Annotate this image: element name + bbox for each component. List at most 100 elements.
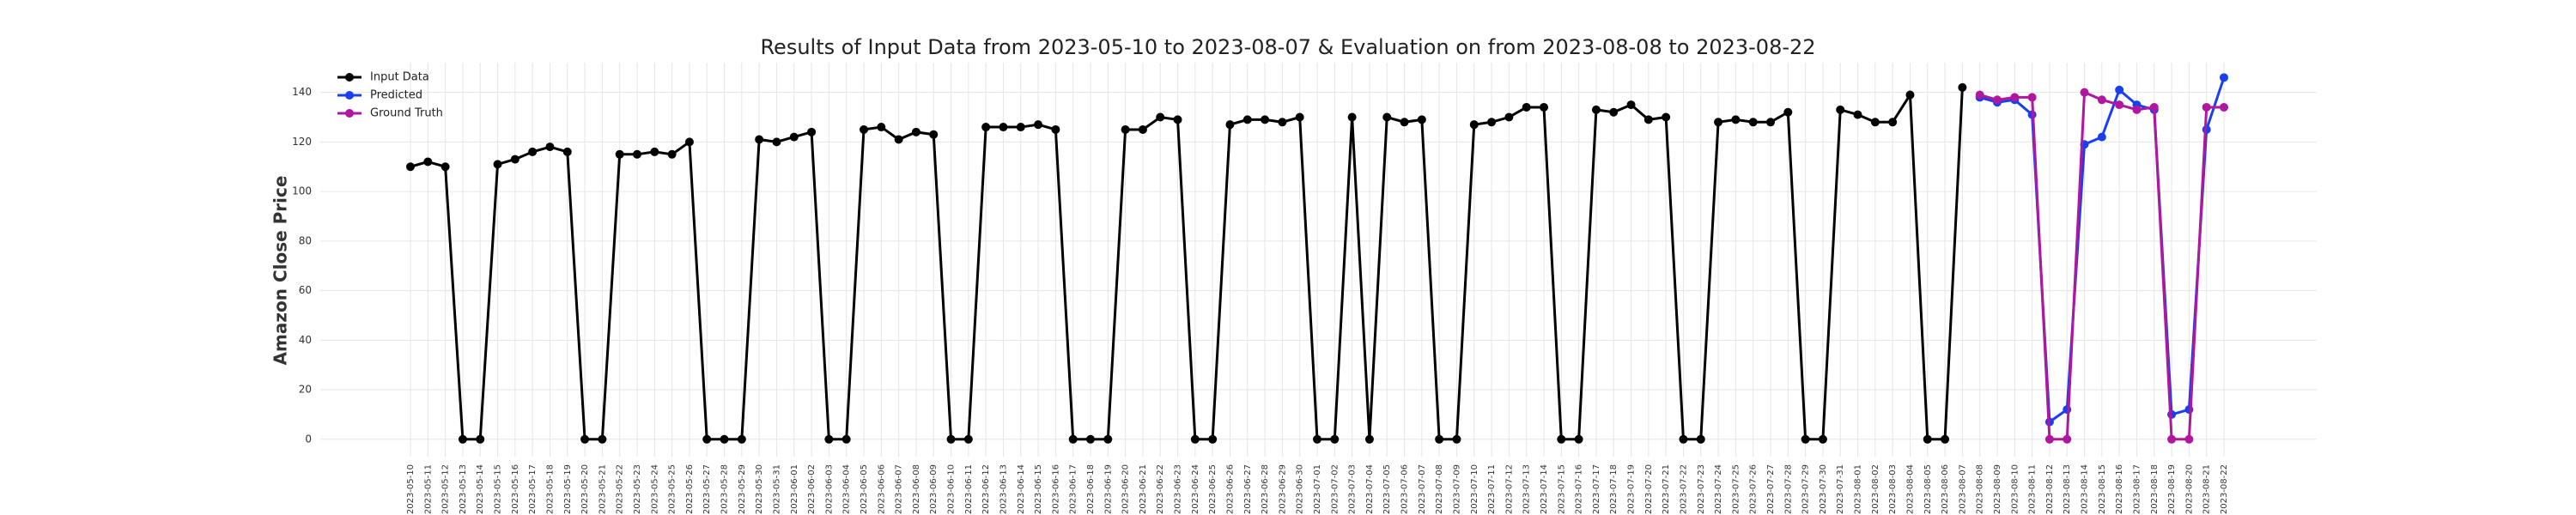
x-tick-label: 2023-07-25 (1731, 464, 1741, 514)
data-point (510, 154, 519, 164)
y-tick-label: 60 (299, 284, 312, 296)
x-tick-label: 2023-08-15 (2098, 464, 2107, 514)
x-tick-label: 2023-07-04 (1365, 464, 1375, 514)
x-tick-label: 2023-06-18 (1086, 464, 1096, 514)
x-tick-label: 2023-06-30 (1296, 464, 1305, 514)
data-point (946, 434, 956, 444)
data-point (493, 160, 502, 169)
data-point (841, 434, 851, 444)
series-line (410, 87, 1964, 441)
x-tick-label: 2023-08-22 (2220, 464, 2229, 514)
data-point (1626, 100, 1636, 110)
data-point (1034, 120, 1043, 130)
x-tick-label: 2023-05-13 (459, 464, 468, 514)
data-point (929, 130, 939, 139)
data-point (1836, 105, 1845, 114)
x-tick-label: 2023-06-29 (1278, 464, 1287, 514)
x-tick-label: 2023-06-19 (1103, 464, 1113, 514)
data-point (1818, 434, 1827, 444)
data-point (1156, 112, 1165, 122)
data-point (1643, 115, 1653, 124)
data-point (2115, 100, 2124, 110)
x-tick-label: 2023-07-22 (1679, 464, 1688, 514)
data-point (562, 147, 572, 156)
x-tick-label: 2023-07-07 (1418, 464, 1427, 514)
data-point (1173, 115, 1182, 124)
y-tick-label: 0 (305, 433, 312, 445)
x-tick-label: 2023-06-03 (824, 464, 834, 514)
data-point (1400, 118, 1409, 127)
data-point (1208, 434, 1218, 444)
x-tick-label: 2023-07-10 (1470, 464, 1479, 514)
x-tick-label: 2023-05-15 (494, 464, 503, 514)
x-tick-label: 2023-08-02 (1871, 464, 1880, 514)
x-tick-label: 2023-07-12 (1504, 464, 1514, 514)
chart-title: Results of Input Data from 2023-05-10 to… (760, 35, 1815, 59)
x-tick-label: 2023-08-12 (2045, 464, 2055, 514)
data-point (2184, 434, 2194, 444)
x-tick-label: 2023-08-04 (1905, 464, 1915, 514)
data-point (1278, 118, 1287, 127)
x-tick-label: 2023-08-11 (2028, 464, 2038, 514)
data-point (1242, 115, 1252, 124)
x-tick-label: 2023-06-26 (1225, 464, 1235, 514)
data-point (1766, 118, 1775, 127)
data-point (1853, 110, 1862, 119)
x-tick-label: 2023-05-14 (476, 464, 485, 514)
x-tick-label: 2023-07-29 (1801, 464, 1811, 514)
x-tick-label: 2023-07-24 (1714, 464, 1723, 514)
x-tick-label: 2023-08-06 (1941, 464, 1950, 514)
x-tick-label: 2023-07-15 (1557, 464, 1566, 514)
x-tick-label: 2023-06-05 (860, 464, 869, 514)
data-point (1731, 115, 1741, 124)
x-tick-label: 2023-06-27 (1243, 464, 1253, 514)
data-point (1941, 434, 1950, 444)
data-point (667, 149, 677, 159)
x-tick-label: 2023-06-04 (842, 464, 852, 514)
x-tick-label: 2023-07-08 (1435, 464, 1444, 514)
x-tick-label: 2023-08-16 (2115, 464, 2124, 514)
x-tick-label: 2023-08-21 (2202, 464, 2212, 514)
data-point (1347, 112, 1357, 122)
data-point (1417, 115, 1426, 124)
data-point (894, 135, 903, 144)
series (1975, 88, 2228, 444)
y-tick-label: 20 (299, 384, 312, 396)
x-tick-label: 2023-07-27 (1766, 464, 1776, 514)
x-tick-label: 2023-08-05 (1923, 464, 1933, 514)
data-point (1783, 107, 1793, 117)
y-tick-label: 80 (299, 234, 312, 246)
data-point (1522, 102, 1531, 112)
legend-label: Ground Truth (370, 107, 443, 120)
x-tick-label: 2023-05-30 (755, 464, 764, 514)
data-point (1295, 112, 1304, 122)
y-tick-label: 40 (299, 334, 312, 346)
x-tick-label: 2023-05-20 (580, 464, 590, 514)
x-tick-label: 2023-06-22 (1156, 464, 1165, 514)
data-point (1469, 120, 1479, 130)
data-point (580, 434, 590, 444)
x-tick-label: 2023-08-09 (1993, 464, 2002, 514)
data-point (1452, 434, 1461, 444)
x-tick-label: 2023-07-14 (1540, 464, 1549, 514)
x-tick-label: 2023-05-10 (406, 464, 416, 514)
data-point (476, 434, 485, 444)
data-point (2202, 102, 2211, 112)
x-tick-label: 2023-07-28 (1783, 464, 1793, 514)
x-tick-label: 2023-06-12 (981, 464, 991, 514)
x-tick-label: 2023-07-03 (1348, 464, 1358, 514)
data-point (772, 137, 781, 147)
x-tick-label: 2023-06-15 (1034, 464, 1043, 514)
data-point (2220, 73, 2228, 82)
y-tick-label: 120 (292, 136, 312, 148)
x-tick-label: 2023-07-31 (1836, 464, 1845, 514)
data-point (684, 137, 694, 147)
data-point (860, 124, 868, 134)
x-tick-label: 2023-05-22 (616, 464, 625, 514)
x-tick-label: 2023-06-13 (999, 464, 1008, 514)
data-point (406, 162, 415, 172)
data-point (1330, 434, 1340, 444)
data-point (877, 123, 886, 132)
data-point (2097, 132, 2106, 142)
data-point (1364, 434, 1374, 444)
